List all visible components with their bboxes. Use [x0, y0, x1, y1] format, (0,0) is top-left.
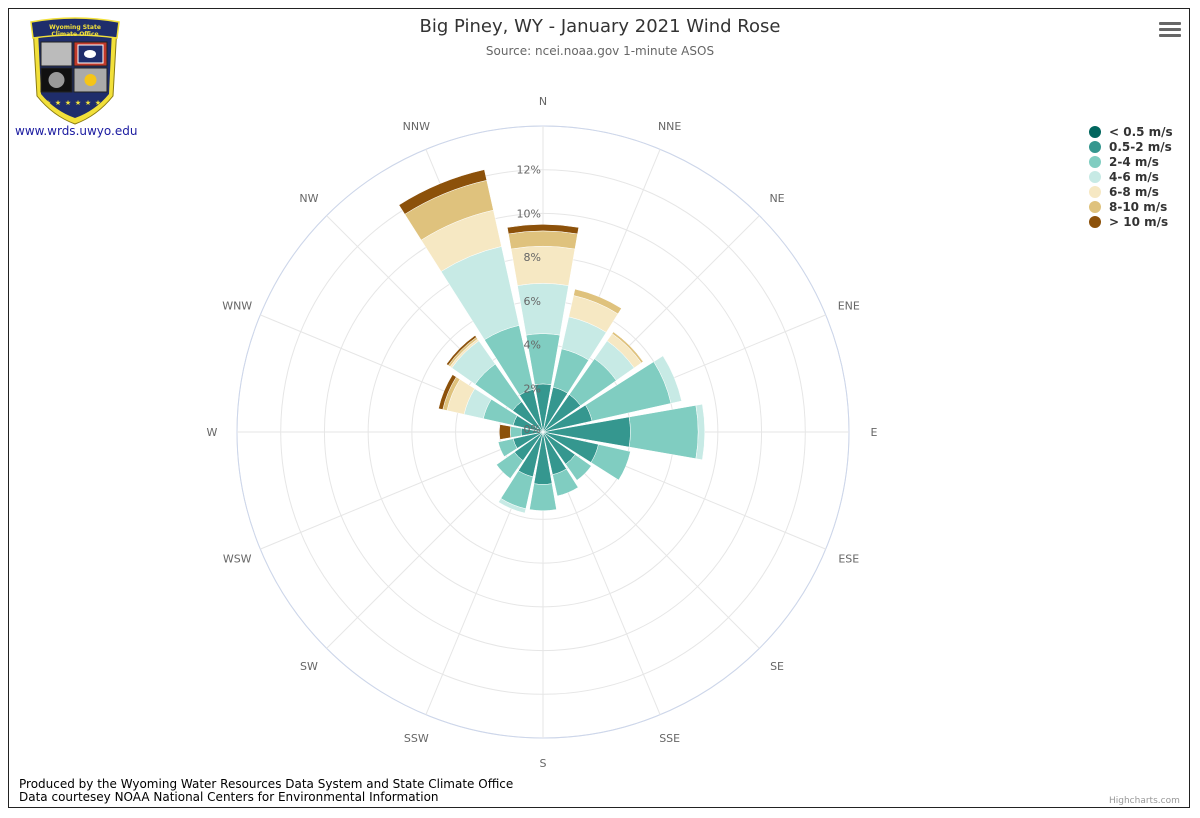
bar-se-series-2[interactable] — [565, 454, 592, 481]
legend-label: < 0.5 m/s — [1109, 124, 1173, 139]
direction-labels: N NNE NE ENE E ESE SE SSE S SSW SW WSW W WNW NW NNW — [207, 95, 878, 770]
legend-item-2[interactable]: 2-4 m/s — [1089, 154, 1173, 169]
bar-n-series-3[interactable] — [517, 283, 569, 336]
legend-item-3[interactable]: 4-6 m/s — [1089, 169, 1173, 184]
bar-w-series-2[interactable] — [509, 426, 522, 438]
chart-frame — [8, 8, 1190, 808]
direction-label-nne: NNE — [658, 120, 681, 133]
direction-label-ne: NE — [769, 192, 784, 205]
bar-nw-series-6[interactable] — [446, 335, 477, 366]
direction-label-nw: NW — [299, 192, 318, 205]
bar-n-series-5[interactable] — [508, 230, 578, 250]
bar-nne-series-5[interactable] — [573, 288, 622, 315]
website-link[interactable]: www.wrds.uwyo.edu — [15, 124, 138, 138]
y-tick-label: 8% — [524, 251, 541, 264]
svg-text:★: ★ — [45, 99, 51, 107]
svg-text:★: ★ — [75, 99, 81, 107]
bar-ssw-series-3[interactable] — [498, 498, 527, 514]
legend-item-1[interactable]: 0.5-2 m/s — [1089, 139, 1173, 154]
legend-item-0[interactable]: < 0.5 m/s — [1089, 124, 1173, 139]
bar-ese-series-2[interactable] — [590, 444, 631, 481]
direction-label-e: E — [871, 426, 878, 439]
footer-line-2: Data courtesey NOAA National Centers for… — [19, 790, 439, 804]
direction-label-wnw: WNW — [222, 299, 252, 312]
y-tick-label: 4% — [524, 339, 541, 352]
bar-n-series-4[interactable] — [510, 245, 576, 286]
direction-label-sse: SSE — [659, 732, 680, 745]
direction-label-w: W — [207, 426, 218, 439]
bar-ne-series-5[interactable] — [611, 331, 644, 364]
y-tick-label: 12% — [517, 164, 541, 177]
y-tick-label: 2% — [524, 382, 541, 395]
chart-title: Big Piney, WY - January 2021 Wind Rose — [419, 16, 781, 37]
legend-item-4[interactable]: 6-8 m/s — [1089, 184, 1173, 199]
direction-label-sw: SW — [300, 660, 318, 673]
legend-label: 8-10 m/s — [1109, 199, 1168, 214]
bar-n-series-6[interactable] — [507, 224, 579, 235]
bar-nnw-series-6[interactable] — [398, 169, 488, 215]
legend-symbol — [1089, 170, 1101, 183]
y-tick-label-zero: 0% — [524, 423, 541, 436]
logo-banner-line1: Wyoming State — [49, 24, 101, 31]
footer-line-1: Produced by the Wyoming Water Resources … — [19, 777, 514, 791]
bar-sw-series-2[interactable] — [496, 451, 524, 479]
legend-label: 2-4 m/s — [1109, 154, 1159, 169]
legend-label: 6-8 m/s — [1109, 184, 1159, 199]
direction-label-s: S — [540, 757, 547, 770]
svg-text:★: ★ — [65, 99, 71, 107]
svg-text:★: ★ — [55, 99, 61, 107]
legend-item-6[interactable]: > 10 m/s — [1089, 214, 1173, 229]
bar-wsw-series-2[interactable] — [497, 438, 518, 457]
y-tick-label: 6% — [524, 295, 541, 308]
bar-e-series-2[interactable] — [628, 405, 699, 459]
hamburger-menu-icon[interactable] — [1158, 20, 1182, 40]
climate-office-logo: Wyoming State Climate Office ★ ★ ★ ★ ★ ★ — [30, 17, 120, 125]
legend-symbol — [1089, 200, 1101, 213]
legend-symbol — [1089, 215, 1101, 228]
wind-rose-bars — [398, 169, 705, 514]
legend-symbol — [1089, 125, 1101, 138]
direction-label-wsw: WSW — [223, 553, 252, 566]
direction-label-se: SE — [770, 660, 784, 673]
logo-banner-line2: Climate Office — [51, 31, 98, 38]
bar-sse-series-2[interactable] — [552, 468, 579, 497]
bar-e-series-3[interactable] — [695, 403, 705, 461]
chart-legend: < 0.5 m/s 0.5-2 m/s 2-4 m/s 4-6 m/s 6-8 m/s 8… — [1089, 124, 1173, 229]
legend-label: 4-6 m/s — [1109, 169, 1159, 184]
highcharts-credits[interactable]: Highcharts.com — [1109, 796, 1180, 806]
legend-symbol — [1089, 185, 1101, 198]
y-tick-label: 10% — [517, 207, 541, 220]
spoke-wsw — [260, 431, 544, 550]
bar-s-series-2[interactable] — [529, 483, 557, 511]
bar-wnw-series-6[interactable] — [438, 374, 457, 410]
svg-text:★: ★ — [85, 99, 91, 107]
legend-symbol — [1089, 155, 1101, 168]
chart-footer: Produced by the Wyoming Water Resources … — [19, 778, 513, 804]
bar-w-series-6[interactable] — [499, 424, 511, 440]
direction-label-n: N — [539, 95, 547, 108]
direction-label-nnw: NNW — [403, 120, 430, 133]
direction-label-ssw: SSW — [404, 732, 429, 745]
bar-ene-series-3[interactable] — [653, 355, 682, 404]
legend-item-5[interactable]: 8-10 m/s — [1089, 199, 1173, 214]
legend-label: 0.5-2 m/s — [1109, 139, 1172, 154]
radial-axis-labels: 2% 4% 6% 8% 10% 12% 0% — [517, 164, 541, 436]
svg-text:★: ★ — [95, 99, 101, 107]
direction-label-ene: ENE — [838, 299, 860, 312]
legend-symbol — [1089, 140, 1101, 153]
direction-label-ese: ESE — [838, 553, 859, 566]
legend-label: > 10 m/s — [1109, 214, 1169, 229]
chart-subtitle: Source: ncei.noaa.gov 1-minute ASOS — [485, 44, 715, 58]
